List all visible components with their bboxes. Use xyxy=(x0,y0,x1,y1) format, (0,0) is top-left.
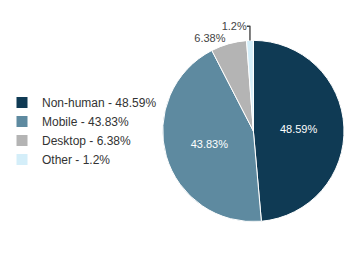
svg-text:1.2%: 1.2% xyxy=(222,20,247,32)
svg-text:Non-human - 48.59%: Non-human - 48.59% xyxy=(42,96,156,110)
svg-text:6.38%: 6.38% xyxy=(194,32,225,44)
svg-text:43.83%: 43.83% xyxy=(191,138,229,150)
svg-text:Mobile - 43.83%: Mobile - 43.83% xyxy=(42,115,129,129)
svg-text:48.59%: 48.59% xyxy=(280,123,318,135)
svg-text:Desktop - 6.38%: Desktop - 6.38% xyxy=(42,134,131,148)
svg-text:Other - 1.2%: Other - 1.2% xyxy=(42,153,110,167)
